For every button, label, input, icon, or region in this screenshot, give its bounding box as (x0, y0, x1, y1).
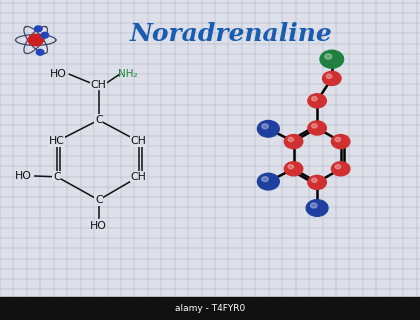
Circle shape (312, 124, 317, 128)
Circle shape (335, 137, 341, 141)
Circle shape (284, 162, 303, 176)
Text: Noradrenaline: Noradrenaline (130, 22, 332, 46)
Circle shape (28, 34, 43, 46)
Text: NH₂: NH₂ (118, 69, 138, 79)
Circle shape (284, 135, 303, 148)
Text: HO: HO (90, 220, 107, 231)
Circle shape (312, 97, 317, 101)
Text: CH: CH (131, 136, 147, 147)
Text: C: C (53, 172, 60, 182)
Circle shape (310, 203, 317, 208)
Circle shape (262, 124, 268, 129)
Circle shape (320, 50, 344, 68)
Circle shape (262, 177, 268, 182)
Text: alamy - T4FYR0: alamy - T4FYR0 (175, 304, 245, 313)
Circle shape (41, 32, 49, 38)
Circle shape (257, 173, 279, 190)
Text: C: C (95, 195, 102, 205)
Circle shape (308, 175, 326, 189)
Circle shape (288, 137, 294, 141)
Circle shape (331, 135, 350, 148)
Circle shape (326, 74, 332, 78)
Circle shape (325, 54, 332, 59)
Text: HC: HC (49, 136, 65, 147)
Bar (0, 297, 420, 320)
Circle shape (335, 164, 341, 169)
Text: C: C (95, 115, 102, 125)
Text: HO: HO (15, 171, 32, 181)
Circle shape (308, 121, 326, 135)
Circle shape (257, 121, 279, 137)
Text: CH: CH (91, 80, 107, 90)
Text: HO: HO (50, 69, 67, 79)
Circle shape (312, 178, 317, 182)
Circle shape (34, 26, 42, 32)
Circle shape (306, 200, 328, 216)
Circle shape (288, 164, 294, 169)
Circle shape (331, 162, 350, 176)
Circle shape (37, 49, 44, 55)
Circle shape (323, 71, 341, 85)
Circle shape (308, 94, 326, 108)
Text: CH: CH (131, 172, 147, 182)
